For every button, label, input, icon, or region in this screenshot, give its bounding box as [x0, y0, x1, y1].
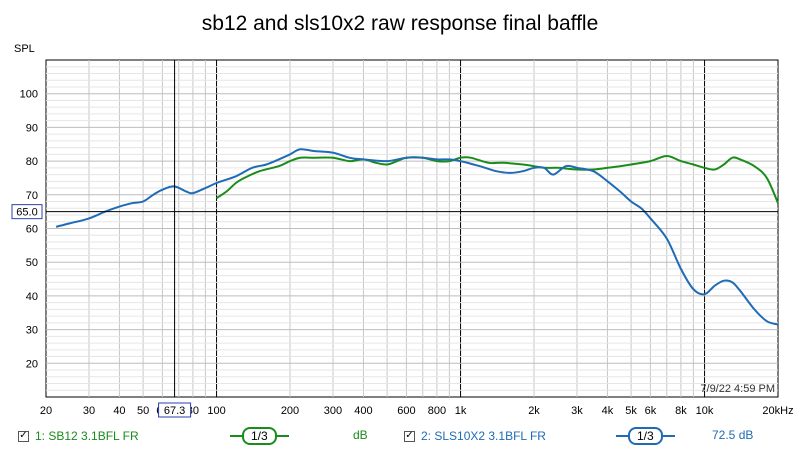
sls10x2-line-swatch: [616, 435, 628, 437]
y-tick-label: 20: [26, 358, 38, 370]
x-tick-label: 2k: [528, 405, 540, 417]
series-group: [55, 148, 779, 326]
x-tick-label: 1k: [455, 405, 467, 417]
sls10x2-line-swatch-right: [662, 435, 675, 437]
x-tick-label: 6k: [645, 405, 657, 417]
x-tick-label: 20: [40, 405, 52, 417]
sls10x2-label: 2: SLS10X2 3.1BFL FR: [421, 429, 546, 443]
cursor-group[interactable]: 65.0 67.3: [11, 60, 778, 418]
sls10x2-offset-value: 72.5 dB: [712, 428, 754, 442]
x-tick-label: 20kHz: [762, 405, 793, 417]
x-tick-labels: 2030405060801002003004006008001k2k3k4k5k…: [40, 405, 794, 417]
y-tick-label: 80: [26, 156, 38, 168]
x-tick-label: 400: [354, 405, 372, 417]
series-line-sb12: [215, 155, 779, 204]
sb12-label: 1: SB12 3.1BFL FR: [35, 429, 139, 443]
chart-title: sb12 and sls10x2 raw response final baff…: [202, 12, 599, 35]
y-tick-label: 50: [26, 257, 38, 269]
y-axis-label: SPL: [14, 43, 35, 55]
cursor-y-readout: 65.0: [16, 207, 37, 219]
x-tick-label: 8k: [675, 405, 687, 417]
grid-lines: [46, 60, 778, 397]
y-tick-label: 70: [26, 190, 38, 202]
x-tick-label: 200: [281, 405, 299, 417]
sls10x2-checkbox[interactable]: ✓: [404, 430, 415, 442]
series-line-sls10x2: [55, 148, 779, 326]
y-tick-label: 60: [26, 224, 38, 236]
y-tick-label: 100: [20, 89, 38, 101]
y-tick-labels: 20 30 40 50 60 70 80 90 100: [20, 89, 38, 371]
cursor-x-readout-box: [158, 402, 192, 418]
y-tick-label: 40: [26, 291, 38, 303]
x-tick-label: 5k: [625, 405, 637, 417]
cursor-y-readout-box: [11, 204, 43, 220]
sb12-smoothing-value[interactable]: 1/3: [242, 427, 277, 445]
sb12-line-swatch-right: [276, 435, 289, 437]
y-tick-label: 30: [26, 325, 38, 337]
legend-bar: ✓ 1: SB12 3.1BFL FR 1/3 dB ✓ 2: SLS10X2 …: [0, 422, 800, 450]
cursor-x-readout: 67.3: [164, 405, 185, 417]
x-tick-label: 600: [397, 405, 415, 417]
x-tick-label: 50: [137, 405, 149, 417]
x-tick-label: 800: [428, 405, 446, 417]
frequency-response-chart[interactable]: sb12 and sls10x2 raw response final baff…: [0, 0, 800, 420]
x-tick-label: 30: [83, 405, 95, 417]
sb12-checkbox[interactable]: ✓: [18, 430, 29, 442]
timestamp: 7/9/22 4:59 PM: [700, 383, 775, 395]
x-tick-label: 10k: [696, 405, 714, 417]
legend-item-sb12[interactable]: ✓ 1: SB12 3.1BFL FR: [18, 426, 139, 446]
y-tick-label: 90: [26, 122, 38, 134]
sb12-smoothing-control[interactable]: 1/3: [230, 427, 289, 445]
legend-item-sls10x2[interactable]: ✓ 2: SLS10X2 3.1BFL FR: [404, 426, 546, 446]
x-tick-label: 40: [113, 405, 125, 417]
sb12-offset-value: dB: [353, 428, 368, 442]
sls10x2-smoothing-value[interactable]: 1/3: [628, 427, 663, 445]
x-tick-label: 300: [324, 405, 342, 417]
sb12-line-swatch: [230, 435, 242, 437]
sls10x2-smoothing-control[interactable]: 1/3: [616, 427, 675, 445]
x-tick-label: 100: [207, 405, 225, 417]
x-tick-label: 3k: [571, 405, 583, 417]
x-tick-label: 4k: [602, 405, 614, 417]
